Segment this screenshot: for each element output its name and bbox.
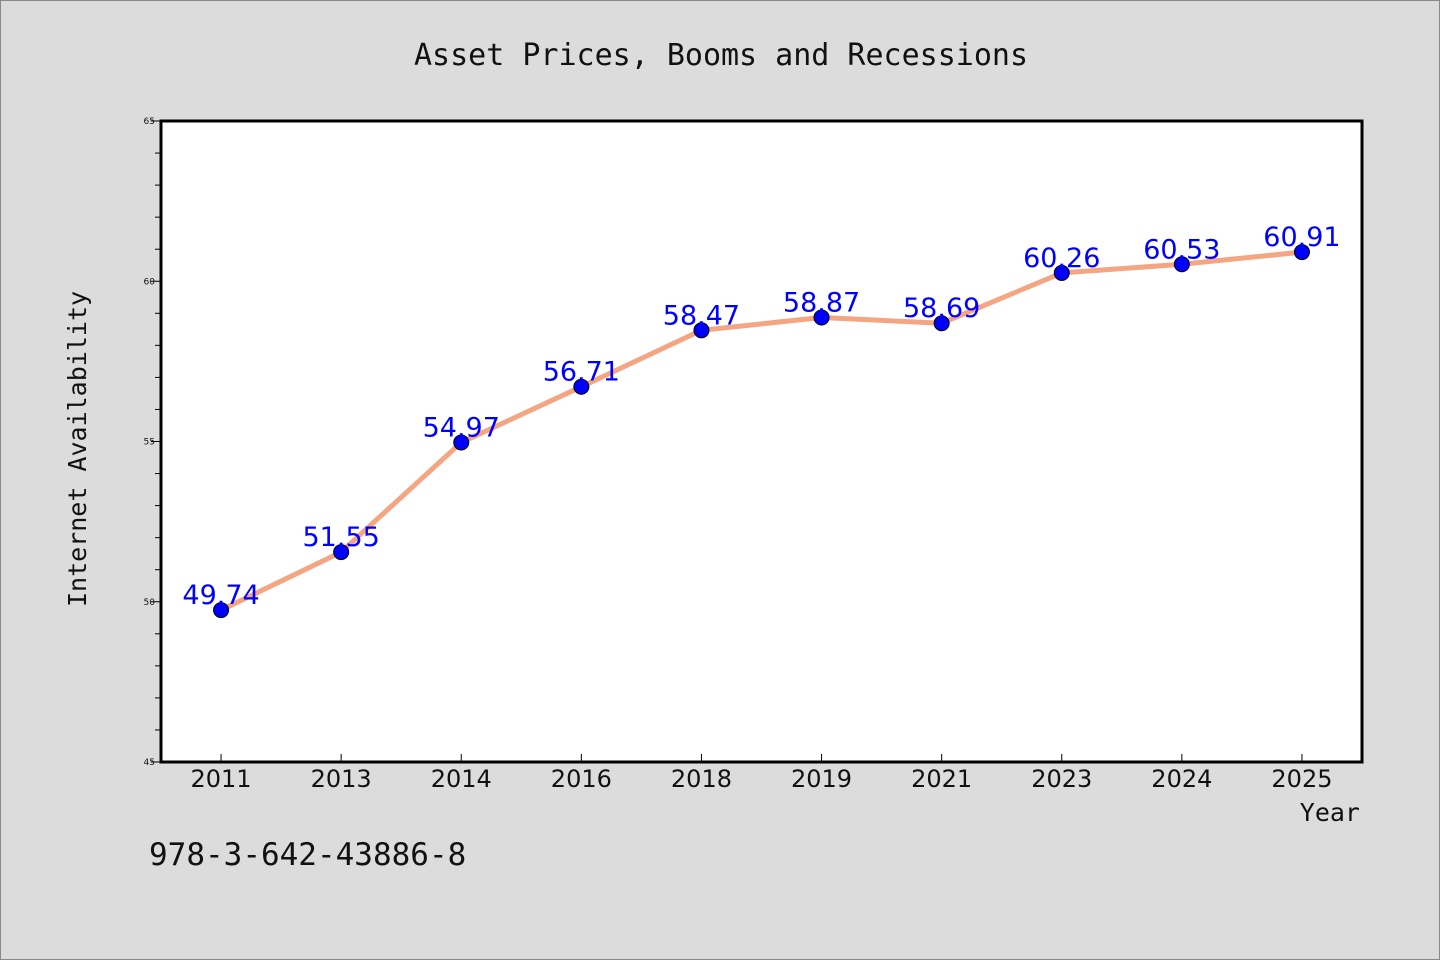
data-label: 54.97 xyxy=(423,412,500,443)
data-label: 60.26 xyxy=(1023,243,1100,274)
y-axis-label: Internet Availability xyxy=(63,291,92,607)
x-tick-label: 2025 xyxy=(1271,765,1332,793)
y-tick-label: 45 xyxy=(144,758,155,768)
data-point xyxy=(573,378,590,395)
x-tick-label: 2021 xyxy=(911,765,972,793)
isbn-annotation: 978-3-642-43886-8 xyxy=(149,837,466,873)
series-layer xyxy=(213,244,1310,619)
data-point xyxy=(933,315,950,332)
data-point xyxy=(1053,264,1070,281)
x-tick-label: 2013 xyxy=(311,765,372,793)
data-point xyxy=(693,322,710,339)
x-tick-label: 2014 xyxy=(431,765,492,793)
y-axis-ticks: 45 50 55 60 65 xyxy=(144,117,161,768)
series-line xyxy=(218,249,1305,613)
x-tick-label: 2011 xyxy=(191,765,252,793)
data-label: 56.71 xyxy=(543,357,620,388)
data-label: 60.91 xyxy=(1263,222,1340,253)
x-axis-ticks: 2011 2013 2014 2016 2018 2019 2021 2023 2024 2025 xyxy=(191,754,1332,793)
data-point xyxy=(813,309,830,326)
data-label: 58.47 xyxy=(663,300,740,331)
y-tick-label: 60 xyxy=(144,277,156,287)
y-tick-label: 65 xyxy=(144,117,155,127)
chart-title: Asset Prices, Booms and Recessions xyxy=(414,38,1028,73)
data-label: 60.53 xyxy=(1143,234,1220,265)
x-tick-label: 2024 xyxy=(1151,765,1212,793)
y-tick-label: 55 xyxy=(144,438,155,448)
data-point xyxy=(1173,256,1190,273)
y-tick-label: 50 xyxy=(144,598,156,608)
x-axis-label: Year xyxy=(1300,798,1360,827)
data-point xyxy=(333,544,350,561)
data-label: 58.87 xyxy=(783,287,860,318)
x-tick-label: 2019 xyxy=(791,765,852,793)
x-tick-label: 2023 xyxy=(1031,765,1092,793)
data-point xyxy=(453,434,470,451)
data-label-layer: 49.74 51.55 54.97 56.71 58.47 58.87 58.69 60.26… xyxy=(182,222,1340,611)
x-tick-label: 2018 xyxy=(671,765,732,793)
data-label: 58.69 xyxy=(903,293,980,324)
data-point xyxy=(1293,244,1310,261)
data-label: 49.74 xyxy=(182,580,259,611)
plot-area xyxy=(159,119,1364,764)
data-label: 51.55 xyxy=(303,522,380,553)
x-tick-label: 2016 xyxy=(551,765,612,793)
data-point xyxy=(213,602,230,619)
